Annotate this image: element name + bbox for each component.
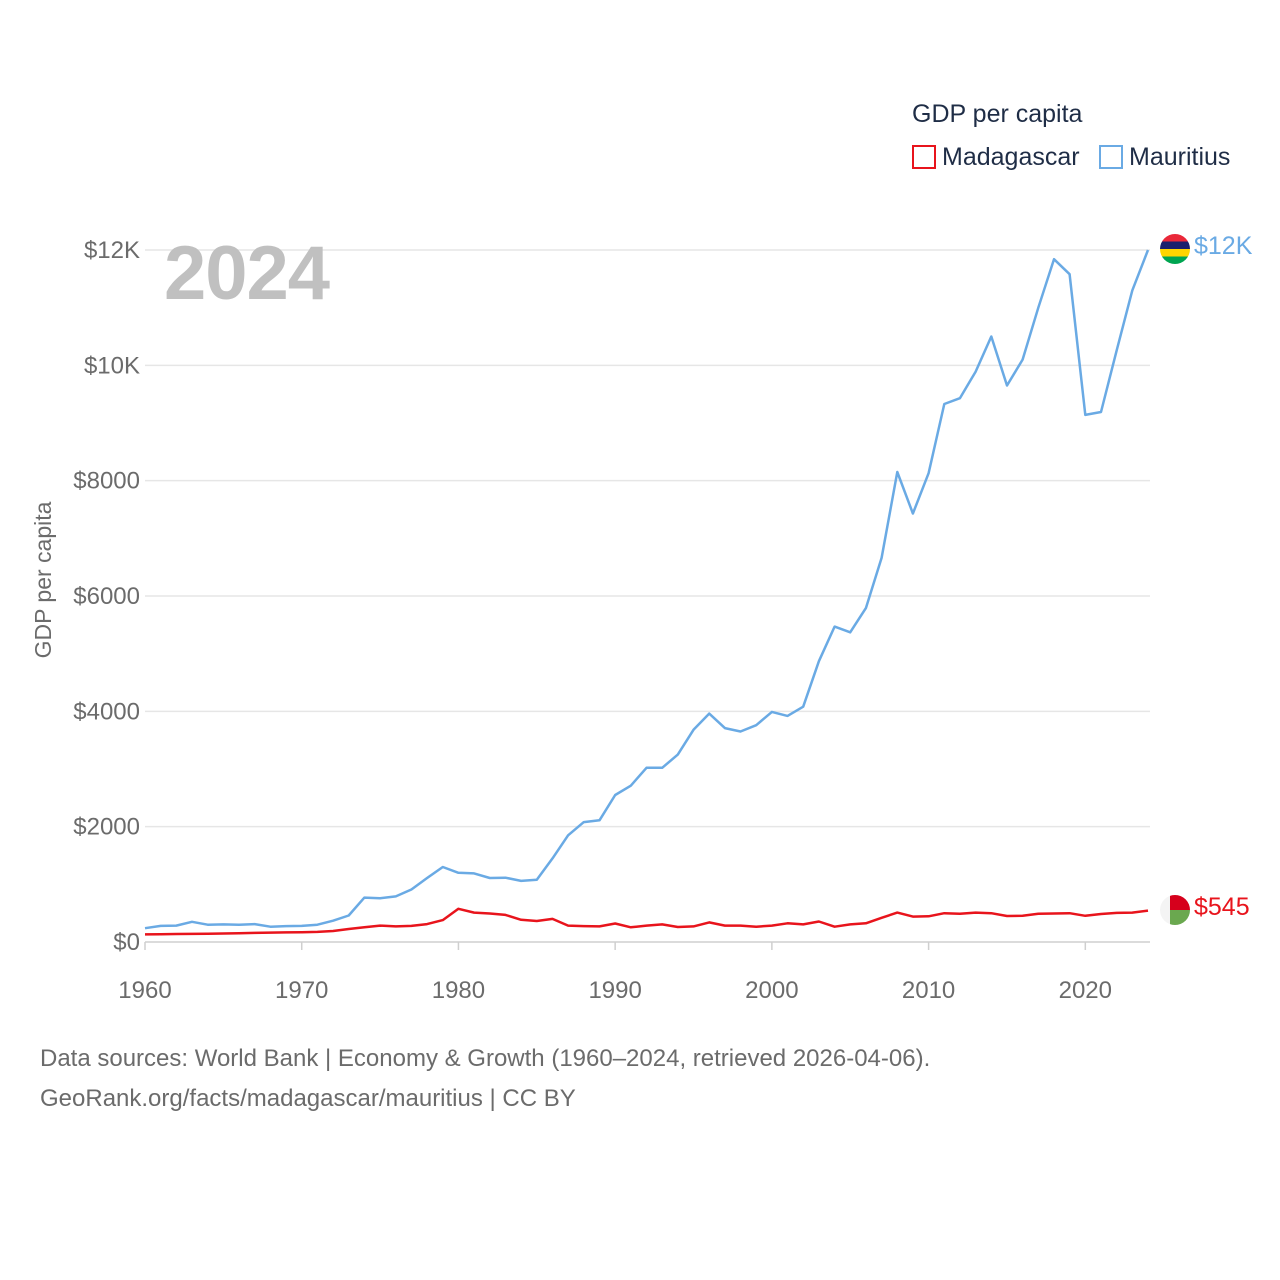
mauritius-flag-icon	[1160, 234, 1190, 264]
y-tick-label: $0	[113, 929, 140, 956]
year-display: 2024	[164, 231, 330, 316]
x-tick-label: 2010	[902, 977, 955, 1004]
x-tick-label: 1990	[588, 977, 641, 1004]
y-tick-label: $6000	[73, 583, 140, 610]
legend-swatch-mauritius	[1099, 145, 1123, 169]
y-axis-label: GDP per capita	[30, 501, 56, 658]
x-tick-label: 2000	[745, 977, 798, 1004]
x-tick-label: 2020	[1059, 977, 1112, 1004]
series-line-mauritius	[144, 249, 1150, 930]
y-tick-label: $10K	[84, 352, 140, 379]
y-tick-label: $4000	[73, 698, 140, 725]
x-axis-ticks: 1960 1970 1980 1990 2000 2010 2020	[118, 942, 1112, 1004]
end-label-mauritius: $12K	[1194, 232, 1253, 260]
y-tick-label: $12K	[84, 237, 140, 264]
legend-swatch-madagascar	[912, 145, 936, 169]
grid-lines	[145, 249, 1150, 943]
y-axis-ticks: $0 $2000 $4000 $6000 $8000 $10K $12K	[73, 237, 140, 956]
legend-label-madagascar: Madagascar	[942, 142, 1080, 171]
x-tick-label: 1960	[118, 977, 171, 1004]
legend-label-mauritius: Mauritius	[1129, 142, 1231, 171]
legend-item-mauritius[interactable]: Mauritius	[1099, 142, 1230, 172]
x-tick-label: 1970	[275, 977, 328, 1004]
end-label-madagascar: $545	[1194, 893, 1250, 921]
legend-item-madagascar[interactable]: Madagascar	[912, 142, 1080, 172]
legend-title: GDP per capita	[912, 100, 1083, 128]
y-tick-label: $8000	[73, 468, 140, 495]
series-line-madagascar	[144, 907, 1149, 936]
x-tick-label: 1980	[432, 977, 485, 1004]
madagascar-flag-icon	[1160, 895, 1190, 925]
footer-attribution[interactable]: GeoRank.org/facts/madagascar/mauritius |…	[40, 1085, 576, 1112]
series-lines	[144, 249, 1150, 936]
footer-sources: Data sources: World Bank | Economy & Gro…	[40, 1045, 931, 1072]
y-tick-label: $2000	[73, 814, 140, 841]
